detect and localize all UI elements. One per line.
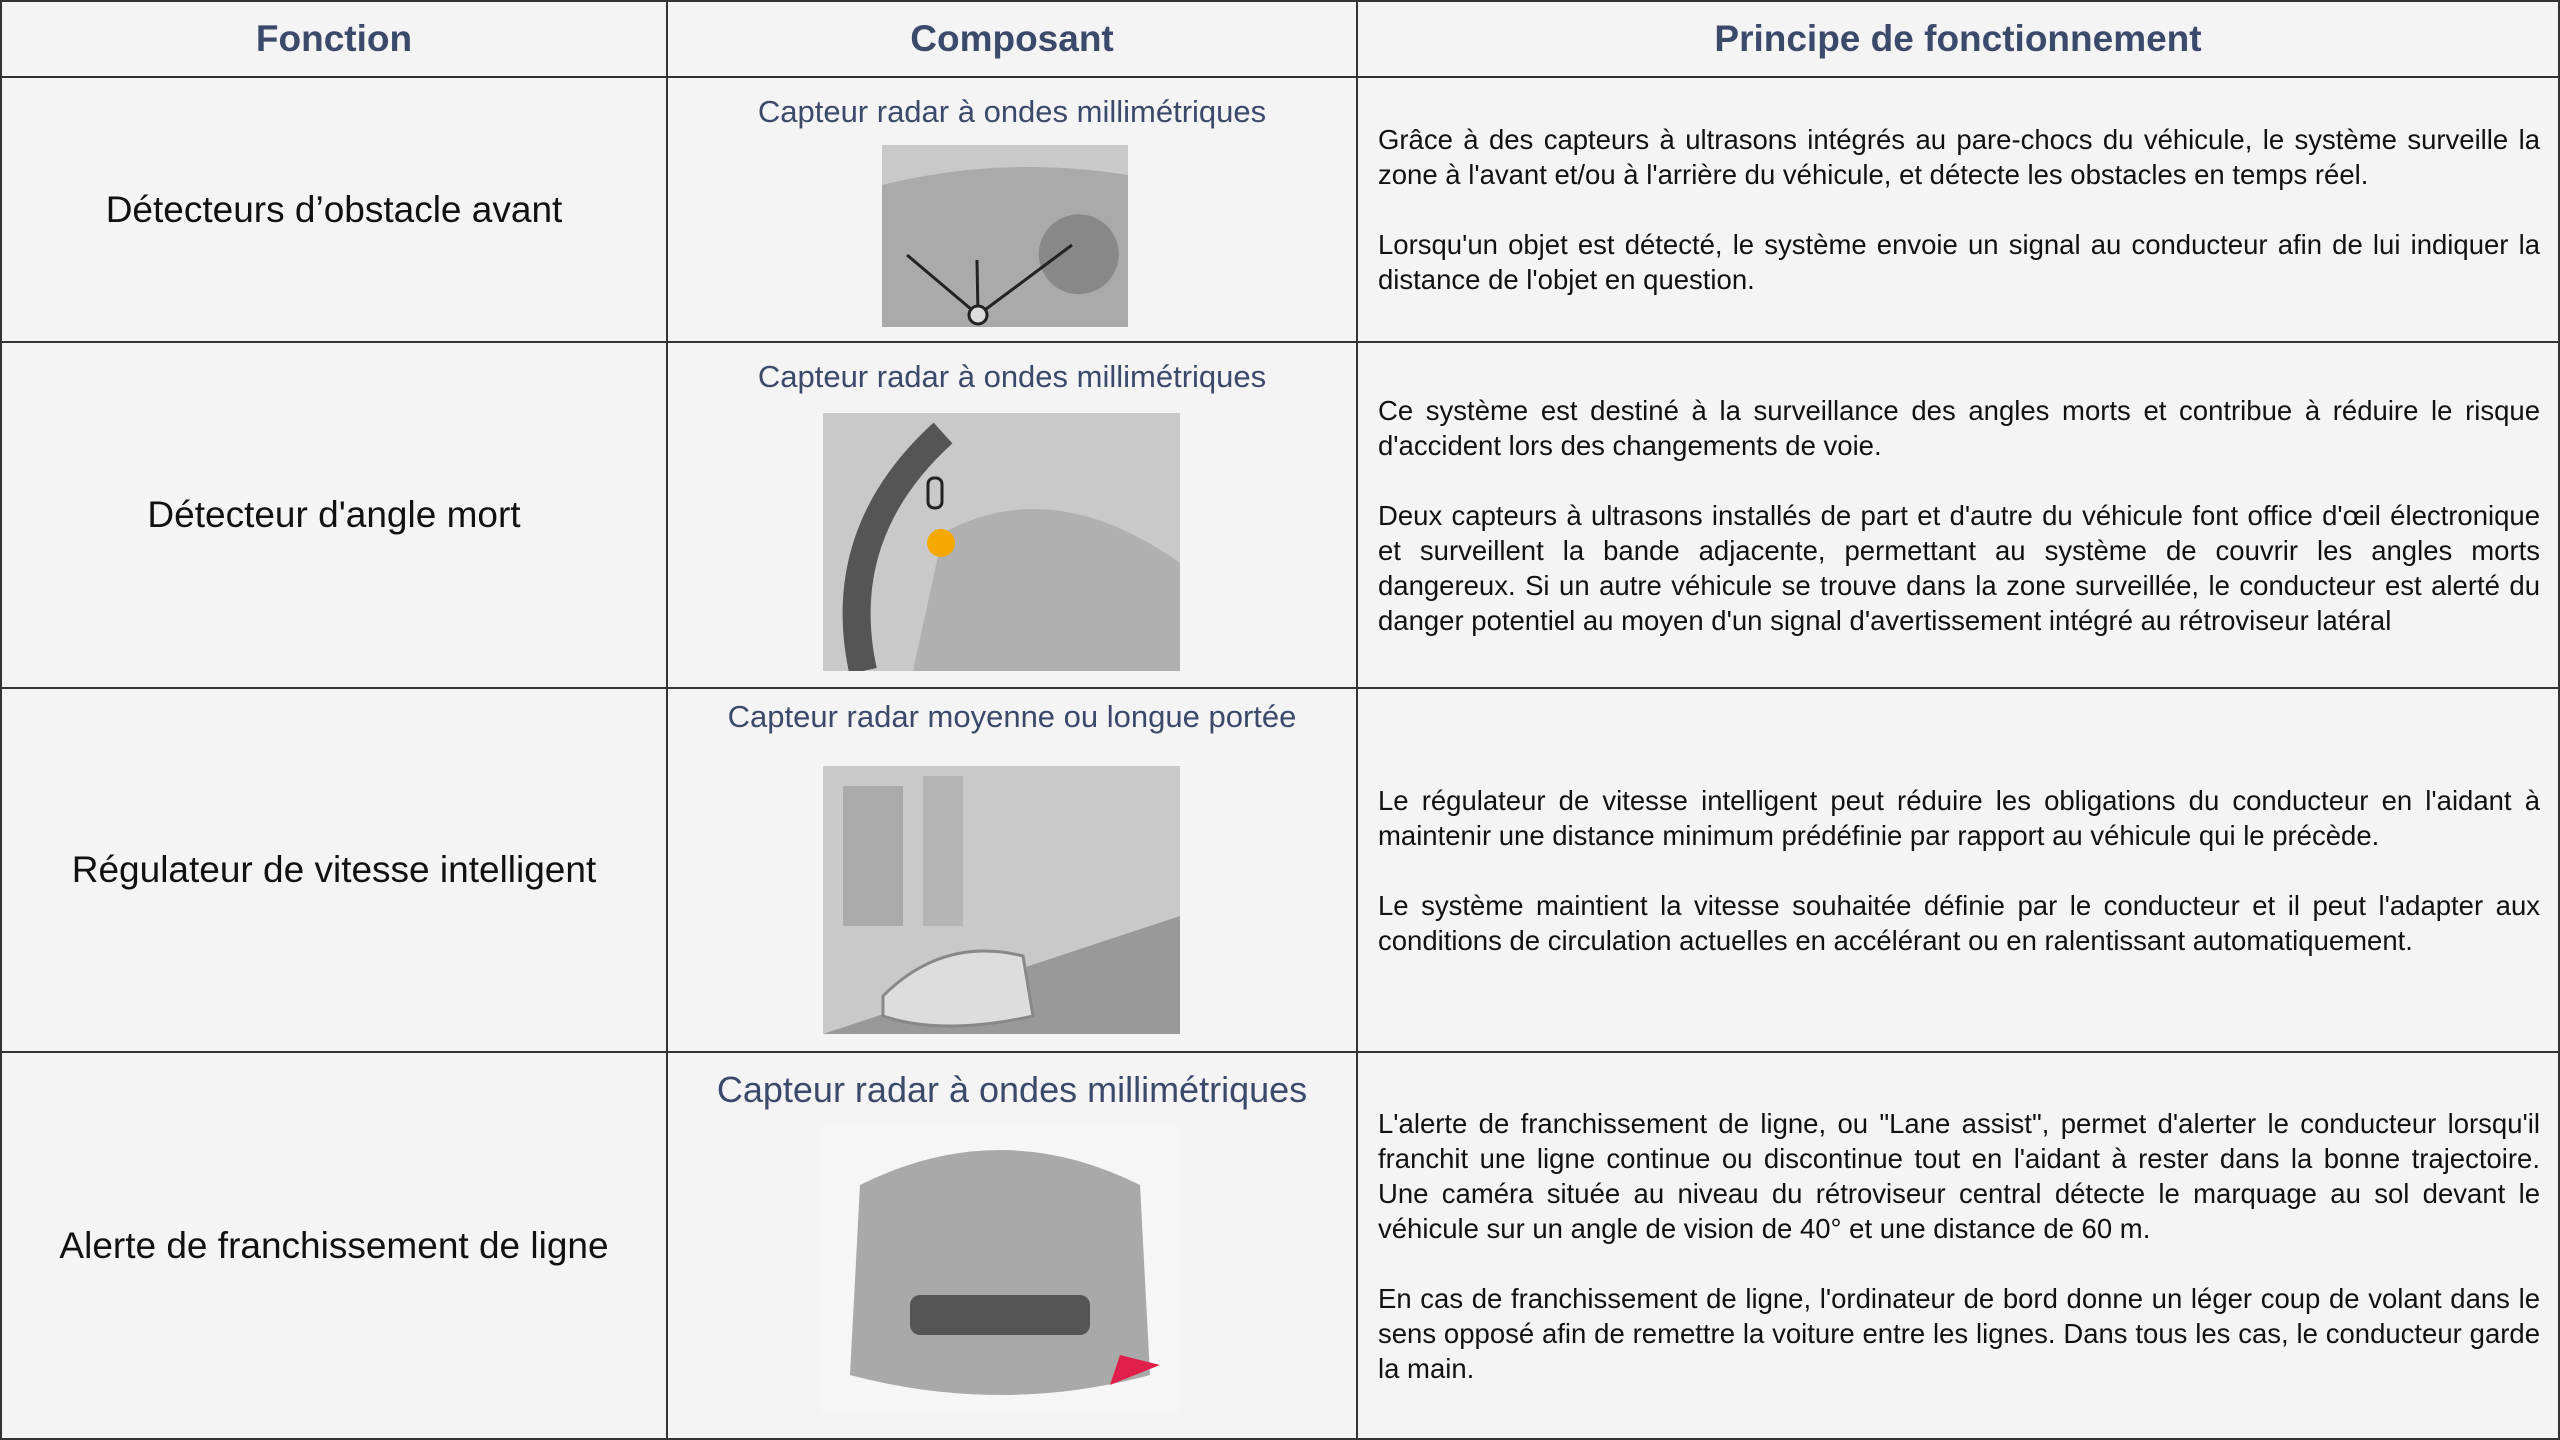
header-cell: Fonction [0, 0, 668, 78]
description-paragraph: Deux capteurs à ultrasons installés de p… [1378, 499, 2540, 636]
description-paragraph: Grâce à des capteurs à ultrasons intégré… [1378, 124, 2540, 190]
description-cell: Ce système est destiné à la surveillance… [1358, 343, 2560, 689]
description-cell: L'alerte de franchissement de ligne, ou … [1358, 1053, 2560, 1440]
component-image [820, 1125, 1180, 1414]
component-caption: Capteur radar à ondes millimétriques [757, 359, 1267, 394]
function-cell: Régulateur de vitesse intelligent [0, 689, 668, 1053]
component-image [823, 766, 1180, 1034]
description-paragraph: Ce système est destiné à la surveillance… [1378, 394, 2540, 461]
component-image [882, 145, 1128, 327]
component-cell: Capteur radar à ondes millimétriques [668, 78, 1358, 343]
component-caption: Capteur radar moyenne ou longue portée [727, 699, 1297, 734]
description-paragraph: Le régulateur de vitesse intelligent peu… [1378, 784, 2540, 851]
description-cell: Grâce à des capteurs à ultrasons intégré… [1358, 78, 2560, 343]
component-caption: Capteur radar à ondes millimétriques [757, 94, 1267, 129]
header-cell: Composant [668, 0, 1358, 78]
description-paragraph: Lorsqu'un objet est détecté, le système … [1378, 229, 2540, 295]
function-cell: Détecteurs d’obstacle avant [0, 78, 668, 343]
description-cell: Le régulateur de vitesse intelligent peu… [1358, 689, 2560, 1053]
header-cell: Principe de fonctionnement [1358, 0, 2560, 78]
component-cell: Capteur radar à ondes millimétriques [668, 1053, 1358, 1440]
description-paragraph: En cas de franchissement de ligne, l'ord… [1378, 1282, 2540, 1384]
component-image [823, 413, 1180, 671]
function-cell: Détecteur d'angle mort [0, 343, 668, 689]
description-paragraph: L'alerte de franchissement de ligne, ou … [1378, 1107, 2540, 1244]
component-cell: Capteur radar à ondes millimétriques [668, 343, 1358, 689]
function-cell: Alerte de franchissement de ligne [0, 1053, 668, 1440]
component-cell: Capteur radar moyenne ou longue portée [668, 689, 1358, 1053]
description-paragraph: Le système maintient la vitesse souhaité… [1378, 889, 2540, 956]
component-caption: Capteur radar à ondes millimétriques [716, 1069, 1308, 1110]
